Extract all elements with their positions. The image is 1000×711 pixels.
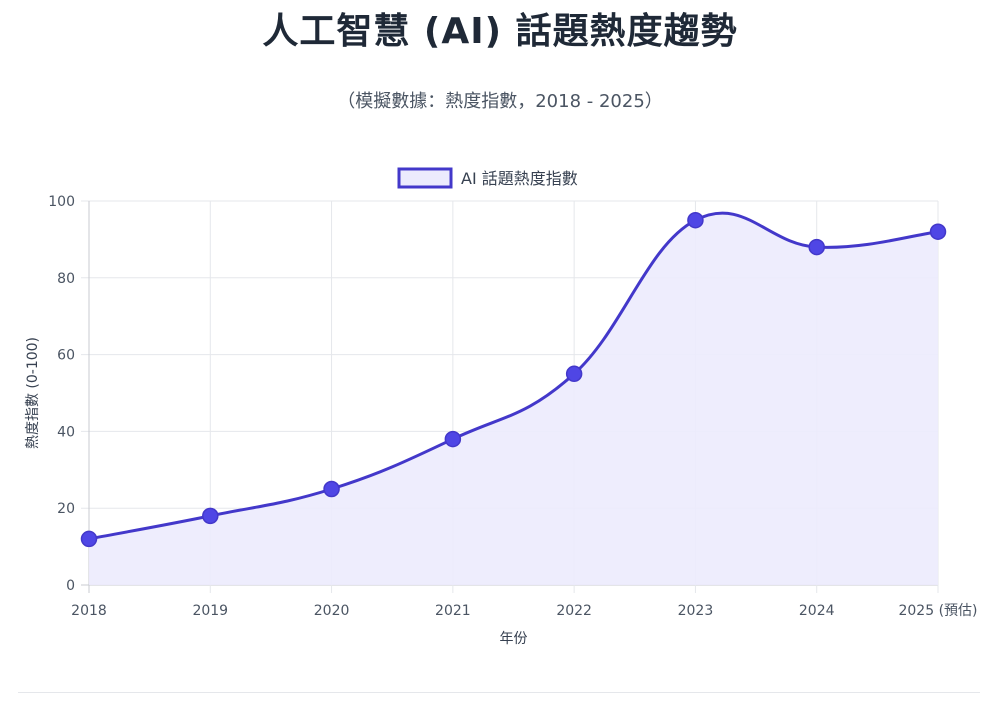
- x-tick-label: 2024: [799, 603, 835, 619]
- x-tick-label: 2018: [71, 603, 107, 619]
- y-tick-label: 80: [57, 271, 75, 287]
- x-axis-title: 年份: [500, 631, 528, 647]
- x-axis-ticks: 2018 2019 2020 2021 2022 2023 2024 2025 (預估): [71, 603, 977, 619]
- data-point[interactable]: [80, 530, 98, 548]
- page-subtitle: （模擬數據：熱度指數，2018 - 2025）: [337, 91, 663, 112]
- x-tick-label: 2019: [192, 603, 228, 619]
- data-point[interactable]: [323, 480, 340, 498]
- area-chart: 0 20 40 60 80 100 2018 2019 2020 2021 2022 2023 202…: [25, 167, 978, 647]
- y-tick-label: 20: [57, 501, 75, 517]
- data-point[interactable]: [202, 507, 219, 525]
- area-fill: [89, 213, 938, 586]
- y-axis-title: 熱度指數 (0-100): [25, 337, 41, 449]
- legend-label: AI 話題熱度指數: [461, 169, 578, 188]
- data-point[interactable]: [687, 211, 704, 229]
- data-points: [80, 211, 947, 548]
- legend[interactable]: AI 話題熱度指數: [397, 167, 578, 189]
- y-tick-label: 0: [66, 578, 75, 594]
- y-axis-ticks: 0 20 40 60 80 100: [48, 194, 75, 594]
- page-title: 人工智慧 (AI) 話題熱度趨勢: [262, 11, 738, 52]
- y-tick-label: 100: [48, 194, 75, 210]
- x-tick-label: 2023: [678, 603, 714, 619]
- x-tick-label: 2022: [556, 603, 592, 619]
- series-line: [88, 211, 939, 541]
- legend-swatch: [397, 167, 453, 189]
- data-point[interactable]: [929, 223, 947, 240]
- data-point[interactable]: [808, 238, 825, 256]
- chart-container: 0 20 40 60 80 100 2018 2019 2020 2021 2022 2023 202…: [0, 150, 1000, 660]
- x-tick-label: 2021: [435, 603, 471, 619]
- x-tick-label: 2020: [314, 603, 350, 619]
- bottom-divider: [18, 692, 980, 693]
- x-tick-label: 2025 (預估): [898, 603, 977, 619]
- y-tick-label: 60: [57, 348, 75, 364]
- data-point[interactable]: [565, 365, 583, 383]
- y-tick-label: 40: [57, 424, 75, 440]
- data-point[interactable]: [444, 430, 462, 448]
